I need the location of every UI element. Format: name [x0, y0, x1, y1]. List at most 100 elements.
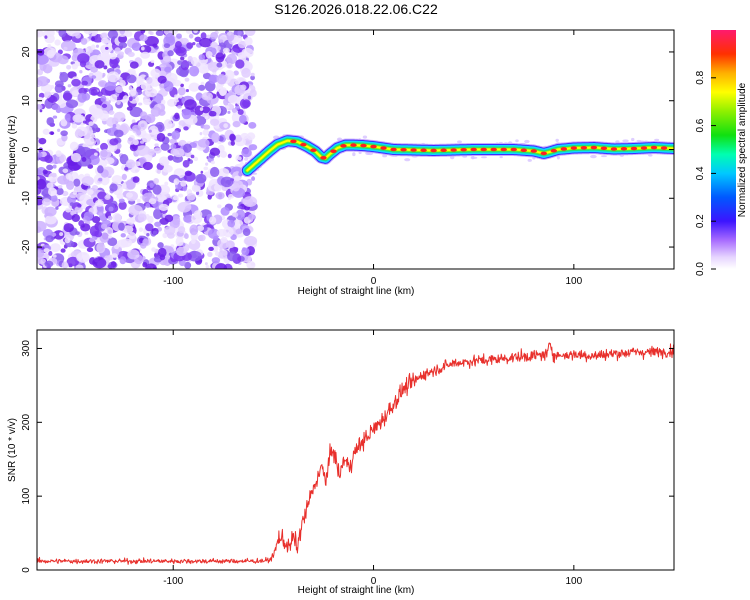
- noise-blob: [43, 248, 50, 253]
- noise-blob: [184, 99, 197, 110]
- noise-blob: [119, 30, 126, 35]
- noise-blob: [231, 182, 241, 192]
- noise-blob: [37, 54, 49, 65]
- noise-blob: [63, 46, 68, 51]
- noise-blob: [219, 88, 227, 97]
- noise-blob: [147, 215, 154, 224]
- noise-blob: [234, 84, 246, 96]
- noise-blob: [126, 218, 135, 225]
- noise-blob: [126, 106, 133, 111]
- noise-blob: [37, 104, 43, 110]
- noise-blob: [74, 32, 82, 39]
- colorbar-tick-label: 0.2: [695, 214, 706, 228]
- noise-blob: [111, 175, 123, 184]
- noise-blob: [152, 266, 157, 269]
- signal-halo-blob: [457, 140, 462, 144]
- noise-blob: [94, 71, 104, 81]
- noise-blob: [62, 92, 73, 101]
- noise-blob: [71, 214, 81, 223]
- spectrogram-y-tick-label: 0: [21, 146, 32, 152]
- noise-blob: [196, 191, 200, 196]
- noise-blob: [108, 206, 114, 212]
- noise-blob: [69, 141, 79, 151]
- noise-blob: [99, 232, 110, 243]
- noise-blob: [44, 35, 48, 39]
- noise-blob: [96, 242, 106, 254]
- noise-blob: [167, 155, 174, 161]
- noise-blob: [209, 147, 221, 156]
- spectrogram-x-label: Height of straight line (km): [298, 286, 415, 297]
- noise-blob: [221, 185, 229, 192]
- noise-blob: [124, 167, 129, 171]
- noise-blob: [112, 123, 117, 128]
- noise-blob: [109, 183, 118, 192]
- noise-blob: [217, 168, 230, 178]
- noise-blob: [217, 154, 221, 158]
- signal-halo-blob: [527, 158, 532, 162]
- spectrogram-x-tick-label: -100: [163, 276, 183, 287]
- noise-blob: [94, 152, 98, 156]
- noise-blob: [152, 184, 162, 195]
- colorbar: 0.0 0.2 0.4 0.6 0.8 Normalized spectral ampl…: [695, 30, 748, 276]
- signal-halo-blob: [352, 152, 356, 157]
- noise-blob: [120, 233, 126, 238]
- noise-blob: [162, 55, 172, 62]
- noise-blob: [90, 88, 98, 96]
- noise-blob: [207, 61, 220, 72]
- snr-y-tick-label: 100: [21, 487, 32, 504]
- signal-peak: [320, 155, 327, 160]
- noise-blob: [140, 111, 148, 120]
- noise-blob: [119, 153, 129, 165]
- noise-blob: [233, 70, 239, 76]
- noise-blob: [83, 30, 93, 35]
- signal-peak: [380, 146, 387, 150]
- snr-x-ticks: -100 0 100: [163, 330, 583, 587]
- noise-blob: [175, 40, 182, 49]
- noise-blob: [241, 148, 252, 158]
- noise-blob: [176, 105, 182, 109]
- noise-blob: [91, 185, 99, 191]
- noise-blob: [180, 56, 185, 61]
- noise-blob: [242, 99, 251, 108]
- noise-blob: [98, 177, 103, 182]
- noise-blob: [171, 130, 180, 140]
- noise-blob: [79, 60, 87, 68]
- noise-blob: [239, 161, 244, 166]
- noise-blob: [81, 176, 94, 186]
- snr-series-line: [37, 342, 674, 565]
- noise-blob: [118, 198, 125, 204]
- signal-peak: [550, 148, 558, 153]
- signal-peak: [620, 146, 628, 151]
- noise-blob: [65, 173, 72, 180]
- noise-blob: [241, 47, 254, 58]
- noise-blob: [73, 178, 81, 187]
- noise-blob: [193, 30, 198, 34]
- noise-blob: [138, 227, 144, 232]
- noise-blob: [91, 75, 97, 79]
- noise-blob: [90, 66, 98, 73]
- noise-blob: [132, 124, 141, 132]
- noise-blob: [150, 68, 161, 78]
- noise-blob: [129, 106, 143, 118]
- signal-halo-blob: [648, 154, 653, 157]
- noise-blob: [77, 53, 90, 64]
- noise-blob: [177, 141, 183, 146]
- noise-blob: [148, 125, 159, 135]
- noise-blob: [232, 121, 241, 128]
- noise-blob: [38, 92, 45, 99]
- noise-blob: [94, 60, 105, 69]
- noise-blob: [96, 91, 103, 97]
- noise-blob: [105, 46, 109, 50]
- noise-blob: [142, 161, 153, 171]
- noise-blob: [158, 203, 169, 211]
- noise-blob: [165, 197, 173, 204]
- noise-blob: [205, 162, 209, 166]
- noise-blob: [146, 233, 150, 237]
- noise-blob: [47, 43, 52, 48]
- noise-blob: [229, 133, 236, 142]
- noise-blob: [175, 236, 184, 247]
- noise-blob: [101, 37, 109, 44]
- noise-blob: [172, 195, 179, 201]
